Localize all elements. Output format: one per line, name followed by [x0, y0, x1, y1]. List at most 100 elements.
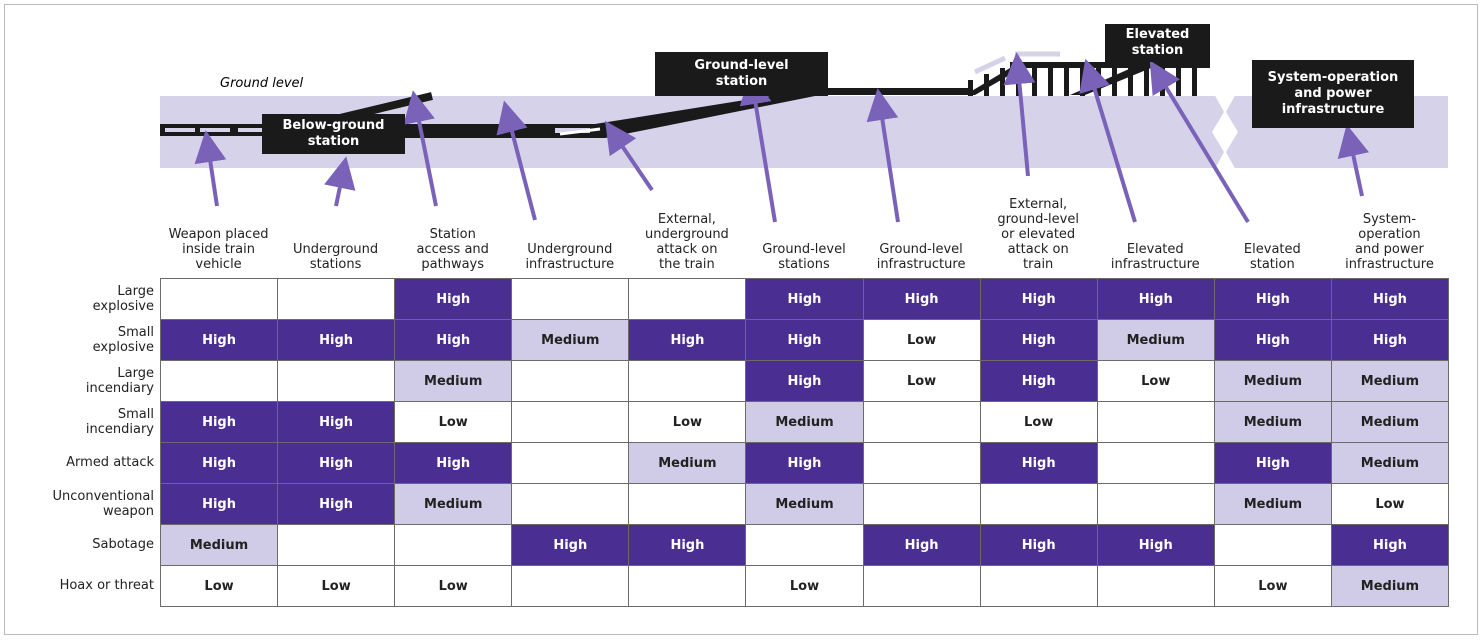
cell: High [979, 442, 1098, 484]
cell: High [1330, 524, 1449, 566]
cell: Medium [394, 483, 513, 525]
cell [160, 278, 279, 320]
cell: Medium [1330, 442, 1449, 484]
cell [511, 360, 630, 402]
station-label: System-operation and power infrastructur… [1252, 60, 1414, 128]
cell [511, 483, 630, 525]
cell [979, 565, 1098, 607]
cell: Low [1330, 483, 1449, 525]
cell: Low [628, 401, 747, 443]
cell: High [160, 442, 279, 484]
cell: Medium [1330, 401, 1449, 443]
cell: High [1096, 524, 1215, 566]
cell: Medium [1213, 360, 1332, 402]
cell: High [394, 442, 513, 484]
cell: Medium [745, 401, 864, 443]
frame [4, 4, 1478, 635]
row-header: Large incendiary [85, 365, 154, 396]
band-break [1212, 90, 1238, 174]
cell: Medium [160, 524, 279, 566]
cell [628, 278, 747, 320]
cell: Medium [1213, 401, 1332, 443]
cell: High [277, 442, 396, 484]
cell: Low [277, 565, 396, 607]
cell: High [1213, 319, 1332, 361]
cell: Medium [1330, 360, 1449, 402]
cell: High [160, 319, 279, 361]
column-header: Underground stations [293, 242, 379, 272]
cell: High [160, 483, 279, 525]
cell: Low [862, 360, 981, 402]
station-label: Ground-level station [655, 52, 828, 96]
row-header: Large explosive [92, 283, 154, 314]
cell: Medium [1213, 483, 1332, 525]
cell: High [628, 319, 747, 361]
column-header: Underground infrastructure [525, 242, 615, 272]
cell: Medium [1330, 565, 1449, 607]
cell [862, 565, 981, 607]
cell [979, 483, 1098, 525]
cell: High [979, 524, 1098, 566]
cell [277, 524, 396, 566]
cell: Low [394, 401, 513, 443]
column-header: System- operation and power infrastructu… [1345, 212, 1434, 272]
station-label: Below-ground station [262, 114, 405, 154]
cell: Low [1096, 360, 1215, 402]
cell [628, 565, 747, 607]
cell: High [394, 319, 513, 361]
column-header: Weapon placed inside train vehicle [168, 227, 269, 272]
cell: Low [1213, 565, 1332, 607]
cell: Low [979, 401, 1098, 443]
column-header: Ground-level stations [762, 242, 846, 272]
cell: High [394, 278, 513, 320]
cell: High [277, 319, 396, 361]
cell: High [628, 524, 747, 566]
cell [1213, 524, 1332, 566]
cell: High [745, 442, 864, 484]
cell: High [511, 524, 630, 566]
column-header: Station access and pathways [416, 227, 489, 272]
cell [862, 442, 981, 484]
cell: High [1213, 442, 1332, 484]
ground-label: Ground level [220, 76, 304, 91]
cell [1096, 401, 1215, 443]
cell: High [1330, 319, 1449, 361]
row-header: Small explosive [92, 324, 154, 355]
cell: Low [160, 565, 279, 607]
cell: High [1213, 278, 1332, 320]
attack-marker [973, 55, 1007, 75]
cell: Low [862, 319, 981, 361]
cell: Medium [1096, 319, 1215, 361]
cell: Medium [394, 360, 513, 402]
cell [1096, 442, 1215, 484]
cell: High [745, 278, 864, 320]
cell: Low [745, 565, 864, 607]
cell [511, 278, 630, 320]
cell: High [745, 360, 864, 402]
column-header: Ground-level infrastructure [876, 242, 966, 272]
cell [511, 565, 630, 607]
column-header: Elevated infrastructure [1110, 242, 1200, 272]
cell: High [862, 524, 981, 566]
cell: High [277, 401, 396, 443]
cell: Low [394, 565, 513, 607]
column-header: Elevated station [1243, 242, 1301, 272]
cell [160, 360, 279, 402]
cell [862, 401, 981, 443]
cell [628, 360, 747, 402]
cell: High [745, 319, 864, 361]
cell: High [979, 360, 1098, 402]
cell [394, 524, 513, 566]
station-label: Elevated station [1105, 24, 1210, 62]
row-header: Armed attack [66, 455, 154, 470]
cell [745, 524, 864, 566]
attack-marker [559, 127, 601, 136]
cell [277, 278, 396, 320]
arrows [194, 52, 1369, 224]
cell [511, 401, 630, 443]
cell: High [979, 319, 1098, 361]
row-header: Sabotage [92, 537, 154, 552]
cell: Medium [745, 483, 864, 525]
column-header: External, underground attack on the trai… [644, 212, 729, 272]
